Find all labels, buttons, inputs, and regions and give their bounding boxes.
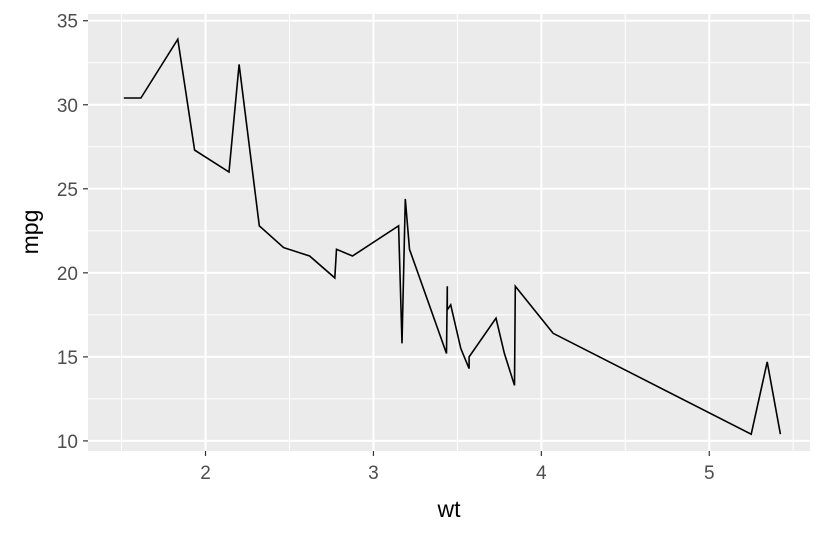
y-tick-label: 20 xyxy=(57,264,78,285)
y-tick-label: 15 xyxy=(57,348,78,369)
x-tick-label: 3 xyxy=(368,463,379,484)
x-axis-title: wt xyxy=(437,496,462,522)
series-layer xyxy=(123,36,782,436)
major-gridlines xyxy=(88,14,810,451)
x-tick-label: 5 xyxy=(704,463,715,484)
plot-panel xyxy=(88,14,810,451)
y-tick-label: 25 xyxy=(57,180,78,201)
y-axis-title: mpg xyxy=(17,210,43,255)
series-line xyxy=(123,36,782,436)
minor-gridlines xyxy=(88,14,810,451)
y-tick-label: 35 xyxy=(57,12,78,33)
y-tick-label: 30 xyxy=(57,96,78,117)
y-tick-label: 10 xyxy=(57,432,78,453)
x-tick-label: 4 xyxy=(536,463,547,484)
x-tick-label: 2 xyxy=(200,463,211,484)
x-axis: 2 3 4 5 xyxy=(200,451,715,484)
y-axis: 10 15 20 25 30 35 xyxy=(57,12,88,453)
